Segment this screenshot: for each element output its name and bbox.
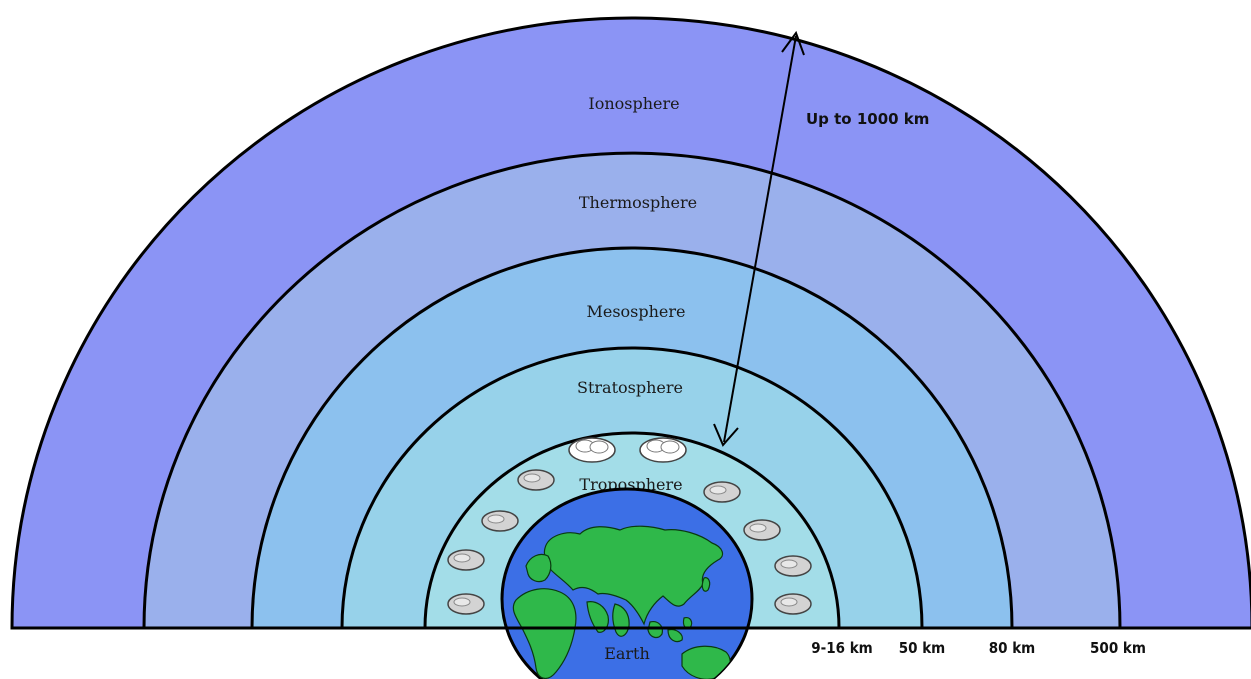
cloud-icon xyxy=(447,549,485,571)
mesosphere-label: Mesosphere xyxy=(586,302,685,321)
distance-label-thermosphere: 500 km xyxy=(1090,639,1146,657)
cloud-icon xyxy=(703,481,741,503)
cloud-icon xyxy=(743,519,781,541)
cloud-icon xyxy=(639,437,687,463)
ionosphere-label: Ionosphere xyxy=(588,94,679,113)
altitude-arrow xyxy=(713,30,805,447)
distance-label-stratosphere: 50 km xyxy=(899,639,946,657)
stratosphere-label: Stratosphere xyxy=(577,378,683,397)
cloud-icon xyxy=(447,593,485,615)
cloud-icon xyxy=(517,469,555,491)
altitude-arrow-label: Up to 1000 km xyxy=(806,110,929,128)
cloud-icon xyxy=(481,510,519,532)
cloud-icon xyxy=(774,593,812,615)
cloud-icon xyxy=(568,437,616,463)
earth-label: Earth xyxy=(604,644,650,663)
cloud-icon xyxy=(774,555,812,577)
earth-globe xyxy=(500,487,754,679)
distance-label-troposphere: 9-16 km xyxy=(811,639,873,657)
thermosphere-label: Thermosphere xyxy=(579,193,697,212)
clouds xyxy=(447,437,812,615)
arrowhead-up-icon xyxy=(781,30,805,56)
distance-label-mesosphere: 80 km xyxy=(989,639,1036,657)
arrowhead-down-icon xyxy=(713,423,739,447)
